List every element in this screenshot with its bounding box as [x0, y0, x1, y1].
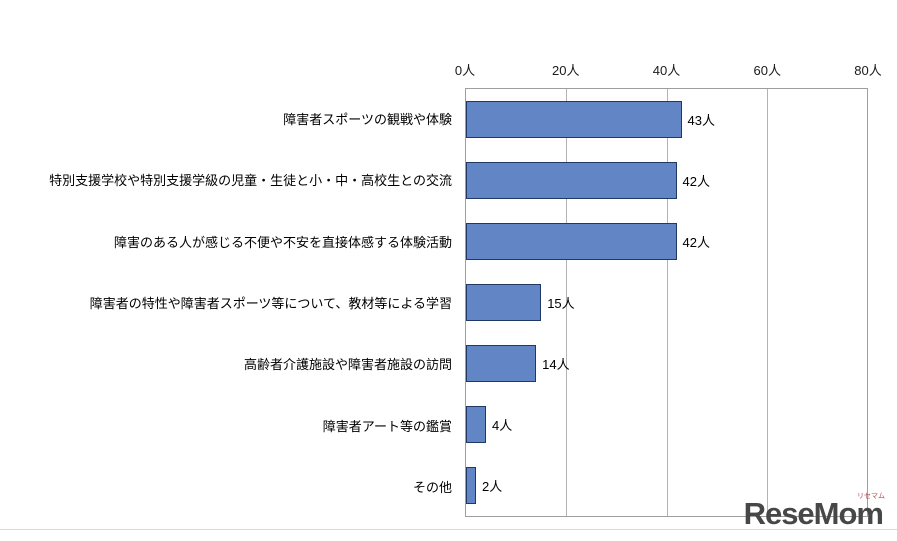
x-axis-tick-label: 0人 — [454, 63, 476, 78]
bar — [466, 466, 477, 505]
resemom-logo-text: ReseMom — [743, 496, 884, 531]
bar-row: 2人 — [466, 455, 867, 516]
bar — [466, 161, 677, 200]
category-label: その他 — [412, 479, 452, 495]
value-label: 15人 — [547, 296, 575, 311]
bar — [466, 405, 487, 444]
category-label: 障害者スポーツの観戦や体験 — [283, 112, 452, 128]
category-axis: 障害者スポーツの観戦や体験 特別支援学校や特別支援学級の児童・生徒と小・中・高校… — [0, 88, 459, 517]
x-axis-tick-label: 40人 — [652, 63, 681, 78]
bottom-divider — [0, 529, 897, 530]
x-axis-tick-label: 80人 — [854, 63, 882, 78]
bar — [466, 283, 542, 322]
category-label: 障害者アート等の鑑賞 — [322, 418, 452, 434]
category-label: 高齢者介護施設や障害者施設の訪問 — [243, 357, 452, 373]
gridline — [666, 89, 668, 516]
x-axis-tick-label: 20人 — [552, 63, 580, 78]
category-label: 障害者の特性や障害者スポーツ等について、教材等による学習 — [89, 295, 452, 311]
x-axis: 0人 20人 40人 60人 80人 — [455, 60, 882, 78]
value-label: 43人 — [687, 113, 715, 128]
bar-row: 42人 — [466, 211, 867, 272]
plot-area: 43人 42人 42人 15人 14人 4人 — [465, 88, 868, 517]
bar-row: 4人 — [466, 394, 867, 455]
resemom-logo: ReseMom リセマム — [743, 493, 885, 531]
category-label: 特別支援学校や特別支援学級の児童・生徒と小・中・高校生との交流 — [49, 173, 452, 189]
bar-series: 43人 42人 42人 15人 14人 4人 — [466, 89, 867, 516]
x-axis-tick-label: 60人 — [753, 63, 781, 78]
category-label: 障害のある人が感じる不便や不安を直接体感する体験活動 — [113, 234, 452, 250]
bar-row: 15人 — [466, 272, 867, 333]
gridline — [766, 89, 768, 516]
value-label: 2人 — [482, 479, 503, 494]
bar — [466, 344, 537, 383]
resemom-logo-subtext: リセマム — [857, 493, 885, 500]
bar — [466, 100, 682, 139]
value-label: 14人 — [542, 357, 570, 372]
bar — [466, 222, 677, 261]
value-label: 4人 — [492, 418, 513, 433]
bar-row: 42人 — [466, 150, 867, 211]
value-label: 42人 — [682, 235, 710, 250]
value-label: 42人 — [682, 174, 710, 189]
bar-row: 43人 — [466, 89, 867, 150]
gridline — [566, 89, 568, 516]
bar-row: 14人 — [466, 333, 867, 394]
